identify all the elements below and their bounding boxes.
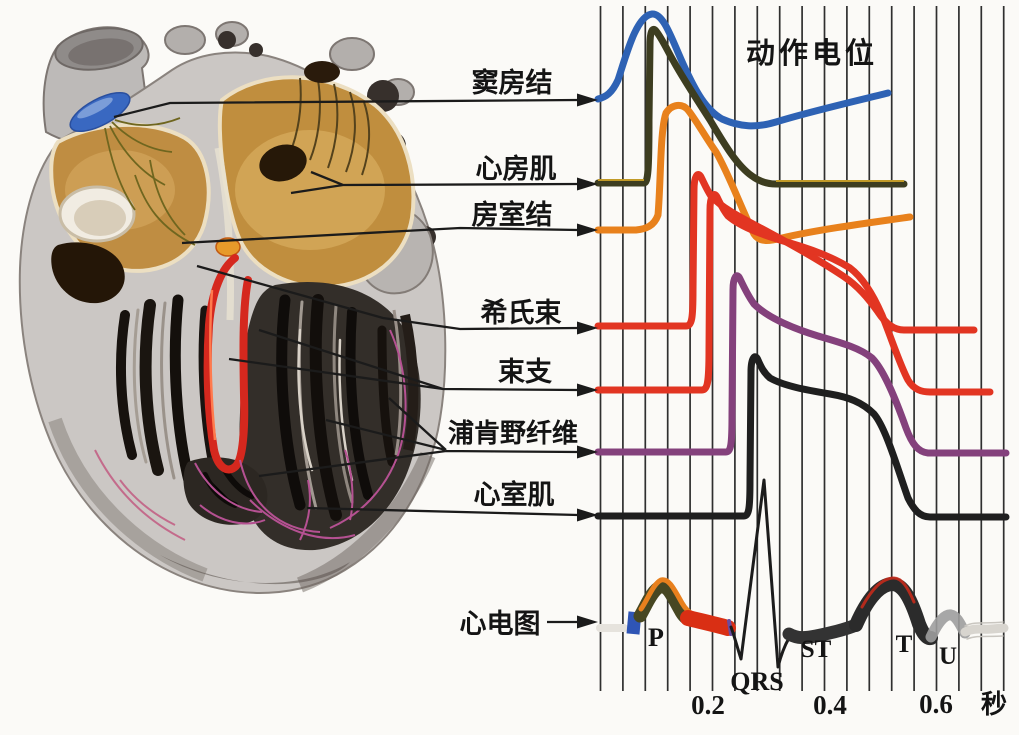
- ecg-qrs-complex: [729, 478, 791, 669]
- ecg-t-wave: [849, 576, 938, 646]
- bundle-highlight: [209, 289, 217, 441]
- label-bundle-branches: 束支: [498, 357, 552, 387]
- arrowhead-bundle-branches: [577, 383, 598, 397]
- pointer-purkinje: [258, 397, 579, 478]
- internodal-pathways: [104, 117, 196, 246]
- trace-atrial-highlight: [598, 179, 904, 182]
- arrowhead-atrial-muscle: [577, 177, 598, 191]
- ecg-t-label: T: [896, 631, 913, 658]
- coronary-vessels: [94, 449, 186, 541]
- ecg-trace: [596, 478, 1009, 669]
- tick-0-4: 0.4: [813, 690, 847, 720]
- pointer-ventricular-muscle: [306, 506, 579, 517]
- purkinje-network: [194, 329, 407, 541]
- pointer-his-bundle: [196, 264, 579, 331]
- trace-ventricular-muscle: [594, 353, 1010, 521]
- trace-his-bundle: [594, 171, 978, 334]
- action-potential-traces: [594, 10, 1010, 521]
- sa-node-shape: [69, 91, 131, 133]
- pointer-av-node: [181, 226, 579, 245]
- ecg-st-segment: [782, 618, 863, 645]
- label-av-node: 房室结: [472, 199, 553, 230]
- coronary-sinus-dark: [51, 242, 125, 304]
- atrial-septum: [214, 147, 234, 321]
- pointer-lines: [113, 93, 598, 629]
- left-ventricle-trabeculae: [276, 294, 397, 521]
- trace-atrial-muscle: [594, 25, 908, 188]
- label-purkinje-fibers: 浦肯野纤维: [448, 418, 578, 448]
- ecg-tail-faint: [960, 623, 1009, 637]
- vessel-bump: [164, 25, 206, 55]
- ecg-u-wave: [925, 609, 971, 643]
- text-layer: 动作电位 窦房结 心房肌 房室结 希氏束 束支 浦肯野纤维 心室肌 心电图 P …: [448, 36, 1007, 720]
- arrowhead-av-node: [577, 223, 598, 237]
- label-ventricular-muscle: 心室肌: [474, 479, 555, 510]
- pointer-atrial-muscle: [290, 170, 579, 195]
- vessel-bump: [329, 37, 375, 71]
- lateral-wall-streak: [392, 309, 403, 456]
- label-atrial-muscle: 心房肌: [476, 154, 557, 184]
- tick-0-6: 0.6: [919, 689, 953, 719]
- chart-title: 动作电位: [746, 36, 878, 70]
- ecg-u-label: U: [939, 643, 957, 670]
- trace-sa-node: [594, 10, 892, 130]
- vena-cava-lumen: [68, 38, 134, 66]
- heart-illustration: [18, 21, 447, 594]
- ecg-p-label: P: [648, 623, 664, 652]
- atrial-texture-lines: [291, 77, 371, 176]
- pulmonary-vein-opening: [259, 144, 307, 182]
- vessel-knob: [218, 31, 236, 49]
- pointer-sa-node: [113, 98, 579, 119]
- pulmonary-vein-opening: [304, 61, 340, 83]
- ecg-qrs-label: QRS: [730, 667, 783, 696]
- trace-purkinje: [594, 272, 1010, 457]
- label-sa-node: 窦房结: [472, 67, 553, 98]
- arrowhead-purkinje: [577, 445, 598, 459]
- pointer-bundle-branches: [228, 328, 579, 392]
- av-node-shape: [215, 237, 241, 257]
- ecg-pr-segment: [680, 610, 736, 636]
- axis-unit-label: 秒: [981, 689, 1007, 719]
- ecg-st-label: ST: [801, 636, 832, 663]
- sa-node-highlight: [77, 97, 113, 119]
- arrowhead-his-bundle: [577, 321, 598, 335]
- label-ecg: 心电图: [460, 609, 541, 639]
- label-his-bundle: 希氏束: [481, 298, 562, 328]
- valve-opening-inner: [74, 200, 126, 236]
- trace-bundle-branch: [594, 191, 994, 396]
- bundle-branch-red: [203, 254, 252, 474]
- arrowhead-sa-node: [577, 93, 598, 107]
- arrowhead-ventricular-muscle: [577, 508, 598, 522]
- arrowhead-ecg: [577, 615, 598, 629]
- vessel-knob: [249, 43, 263, 57]
- ecg-tail-outline: [964, 621, 1004, 640]
- wall-shading: [48, 417, 208, 582]
- tick-0-2: 0.2: [691, 690, 725, 720]
- ecg-t-wave-top: [860, 576, 916, 609]
